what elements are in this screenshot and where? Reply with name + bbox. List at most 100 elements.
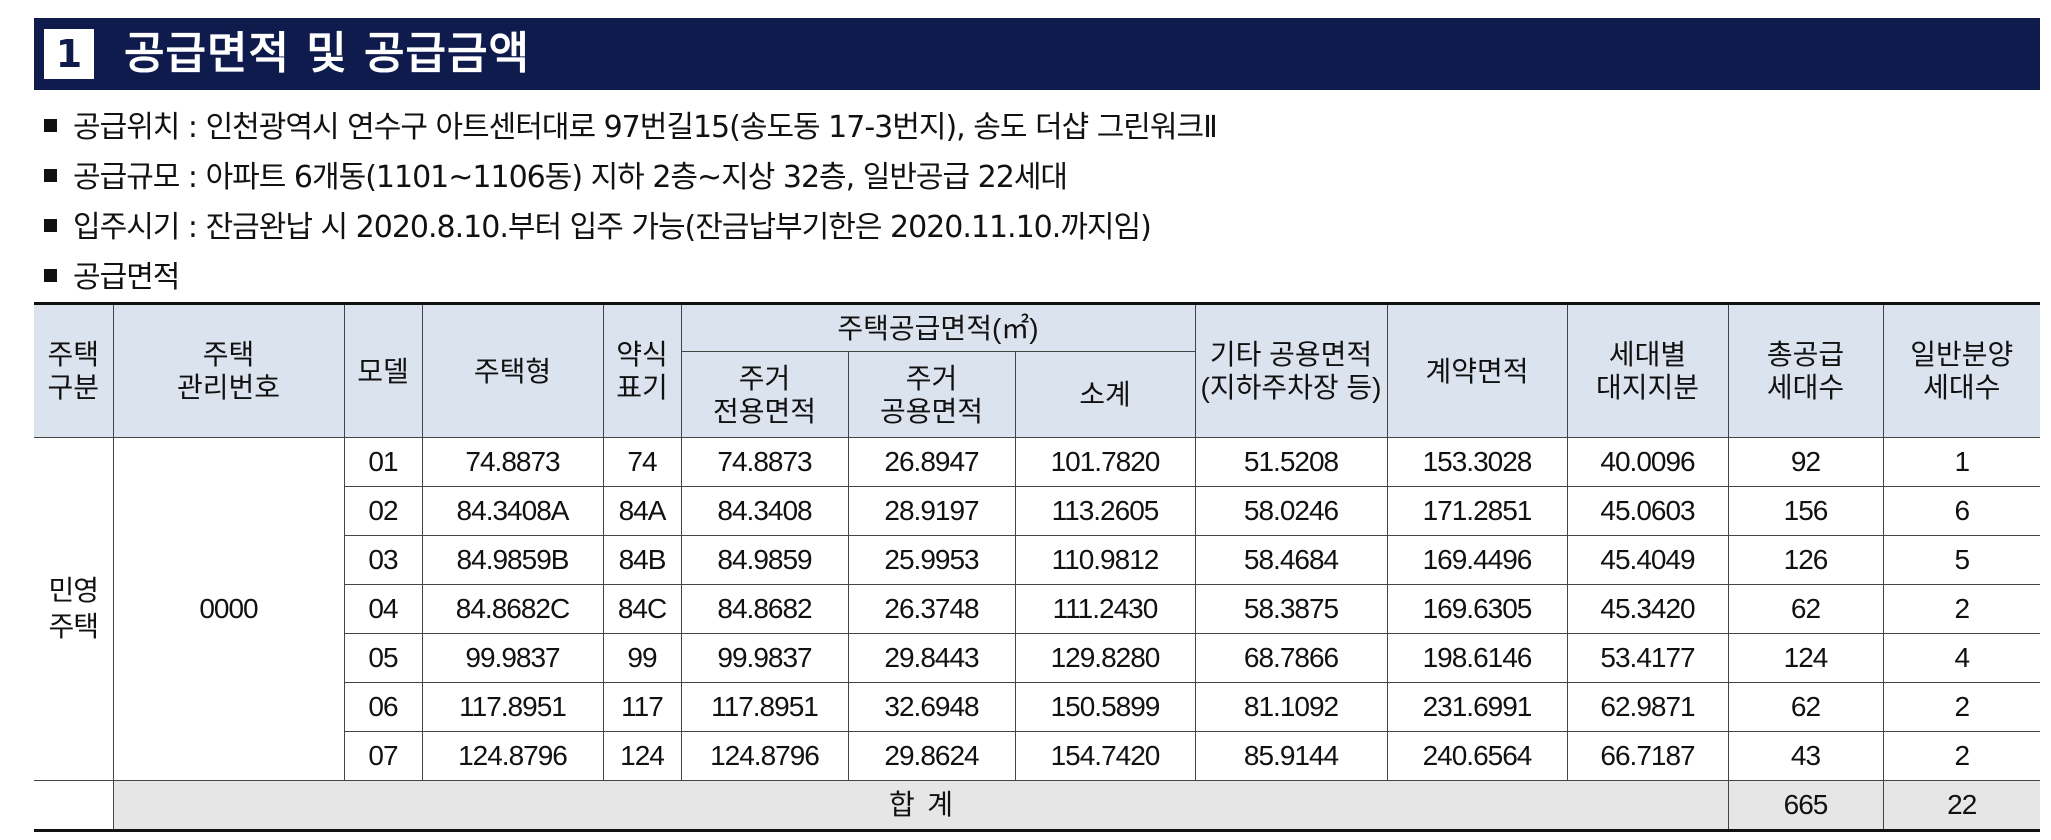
- header-housing-type: 주택 구분: [34, 303, 114, 438]
- section-title-bar: 1 공급면적 및 공급금액: [34, 18, 2040, 90]
- cell-subtotal: 150.5899: [1014, 682, 1196, 732]
- list-item: 공급면적: [40, 253, 2030, 303]
- section-title: 공급면적 및 공급금액: [124, 28, 530, 79]
- table-row: 06 117.8951 117 117.8951 32.6948 150.5899 81.1…: [34, 682, 2040, 732]
- supply-area-heading: 공급면적: [73, 260, 180, 295]
- supply-scale-text: 공급규모 : 아파트 6개동(1101~1106동) 지하 2층~지상 32층,…: [73, 160, 1068, 195]
- cell-model: 02: [344, 486, 423, 536]
- list-item: 공급위치 : 인천광역시 연수구 아트센터대로 97번길15(송도동 17-3번…: [40, 103, 2030, 153]
- cell-land-share: 66.7187: [1566, 731, 1729, 781]
- header-abbreviation: 약식 표기: [602, 303, 682, 438]
- cell-land-share: 45.4049: [1566, 535, 1729, 585]
- cell-subtotal: 110.9812: [1014, 535, 1196, 585]
- cell-land-share: 40.0096: [1566, 437, 1729, 487]
- table-total-row: 합 계 665 22: [34, 780, 2040, 831]
- cell-contract-area: 231.6991: [1386, 682, 1568, 732]
- cell-exclusive-area: 84.9859: [680, 535, 849, 585]
- table-row: 05 99.9837 99 99.9837 29.8443 129.8280 68.7866…: [34, 633, 2040, 683]
- cell-common-area: 32.6948: [847, 682, 1016, 732]
- cell-house-type: 74.8873: [421, 437, 604, 487]
- header-general-units: 일반분양 세대수: [1882, 303, 2040, 438]
- info-bullet-list: 공급위치 : 인천광역시 연수구 아트센터대로 97번길15(송도동 17-3번…: [40, 103, 2030, 303]
- cell-total-units: 124: [1727, 633, 1884, 683]
- header-exclusive-area: 주거 전용면적: [681, 351, 849, 438]
- cell-house-type: 117.8951: [421, 682, 604, 732]
- cell-total-units: 62: [1727, 584, 1884, 634]
- cell-house-type: 84.3408A: [421, 486, 604, 536]
- general-units-sum: 22: [1882, 780, 2040, 831]
- cell-general-units: 2: [1882, 682, 2040, 732]
- cell-abbreviation: 84B: [602, 535, 682, 585]
- header-other-common-area: 기타 공용면적 (지하주차장 등): [1194, 303, 1388, 438]
- square-bullet-icon: [44, 219, 57, 232]
- cell-general-units: 2: [1882, 731, 2040, 781]
- table-row: 민영 주택 0000 01 74.8873 74 74.8873 26.8947 101.78…: [34, 437, 2040, 781]
- cell-general-units: 6: [1882, 486, 2040, 536]
- cell-other-common-area: 68.7866: [1194, 633, 1388, 683]
- cell-model: 01: [343, 437, 423, 487]
- cell-general-units: 2: [1882, 584, 2040, 634]
- cell-abbreviation: 84A: [602, 486, 682, 536]
- cell-model: 03: [344, 535, 423, 585]
- square-bullet-icon: [44, 119, 57, 132]
- cell-total-units: 126: [1727, 535, 1884, 585]
- cell-common-area: 28.9197: [847, 486, 1016, 536]
- cell-exclusive-area: 117.8951: [680, 682, 849, 732]
- cell-subtotal: 111.2430: [1014, 584, 1196, 634]
- cell-housing-category: 민영 주택: [34, 437, 114, 781]
- cell-house-type: 99.9837: [421, 633, 604, 683]
- total-label: 합 계: [112, 780, 1729, 831]
- cell-total-units: 92: [1727, 437, 1884, 487]
- table-row: 07 124.8796 124 124.8796 29.8624 154.7420 85.9…: [34, 731, 2040, 781]
- cell-land-share: 45.3420: [1566, 584, 1729, 634]
- header-supply-area-group: 주택공급면적(㎡): [680, 303, 1196, 352]
- cell-exclusive-area: 84.3408: [680, 486, 849, 536]
- cell-model: 05: [344, 633, 423, 683]
- square-bullet-icon: [44, 269, 57, 282]
- cell-subtotal: 113.2605: [1014, 486, 1196, 536]
- cell-subtotal: 101.7820: [1014, 437, 1196, 487]
- header-common-area: 주거 공용면적: [847, 351, 1016, 438]
- cell-model: 04: [344, 584, 423, 634]
- cell-house-type: 124.8796: [421, 731, 604, 781]
- cell-abbreviation: 74: [602, 437, 682, 487]
- cell-house-type: 84.9859B: [421, 535, 604, 585]
- header-subtotal: 소계: [1014, 351, 1195, 438]
- cell-general-units: 4: [1882, 633, 2040, 683]
- cell-other-common-area: 58.3875: [1194, 584, 1388, 634]
- header-total-units: 총공급 세대수: [1727, 303, 1884, 438]
- cell-abbreviation: 84C: [602, 584, 682, 634]
- cell-common-area: 29.8443: [847, 633, 1016, 683]
- table-body: 민영 주택 0000 01 74.8873 74 74.8873 26.8947 101.78…: [34, 437, 2040, 831]
- cell-exclusive-area: 124.8796: [680, 731, 849, 781]
- total-units-sum: 665: [1727, 780, 1884, 831]
- cell-land-share: 62.9871: [1566, 682, 1729, 732]
- cell-total-units: 156: [1727, 486, 1884, 536]
- cell-contract-area: 169.6305: [1386, 584, 1568, 634]
- cell-exclusive-area: 84.8682: [680, 584, 849, 634]
- cell-abbreviation: 99: [602, 633, 682, 683]
- cell-total-units: 43: [1727, 731, 1884, 781]
- cell-model: 07: [344, 731, 423, 781]
- list-item: 입주시기 : 잔금완납 시 2020.8.10.부터 입주 가능(잔금납부기한은…: [40, 203, 2030, 253]
- cell-other-common-area: 81.1092: [1194, 682, 1388, 732]
- cell-contract-area: 171.2851: [1386, 486, 1568, 536]
- cell-subtotal: 154.7420: [1014, 731, 1196, 781]
- cell-subtotal: 129.8280: [1014, 633, 1196, 683]
- square-bullet-icon: [44, 169, 57, 182]
- cell-general-units: 5: [1882, 535, 2040, 585]
- section-number-badge: 1: [44, 29, 94, 79]
- cell-other-common-area: 85.9144: [1194, 731, 1388, 781]
- table-row: 02 84.3408A 84A 84.3408 28.9197 113.2605 58.02…: [34, 486, 2040, 536]
- cell-other-common-area: 58.0246: [1194, 486, 1388, 536]
- table-row: 04 84.8682C 84C 84.8682 26.3748 111.2430 58.38…: [34, 584, 2040, 634]
- cell-other-common-area: 58.4684: [1194, 535, 1388, 585]
- supply-area-table: 주택 구분 주택 관리번호 모델 주택형 약식 표기 주택공급면적(㎡) 기타 …: [34, 302, 2040, 832]
- header-contract-area: 계약면적: [1386, 303, 1568, 438]
- cell-common-area: 25.9953: [847, 535, 1016, 585]
- header-house-type: 주택형: [421, 303, 604, 438]
- cell-model: 06: [344, 682, 423, 732]
- cell-land-share: 53.4177: [1566, 633, 1729, 683]
- cell-exclusive-area: 74.8873: [680, 437, 849, 487]
- move-in-period-text: 입주시기 : 잔금완납 시 2020.8.10.부터 입주 가능(잔금납부기한은…: [73, 210, 1152, 245]
